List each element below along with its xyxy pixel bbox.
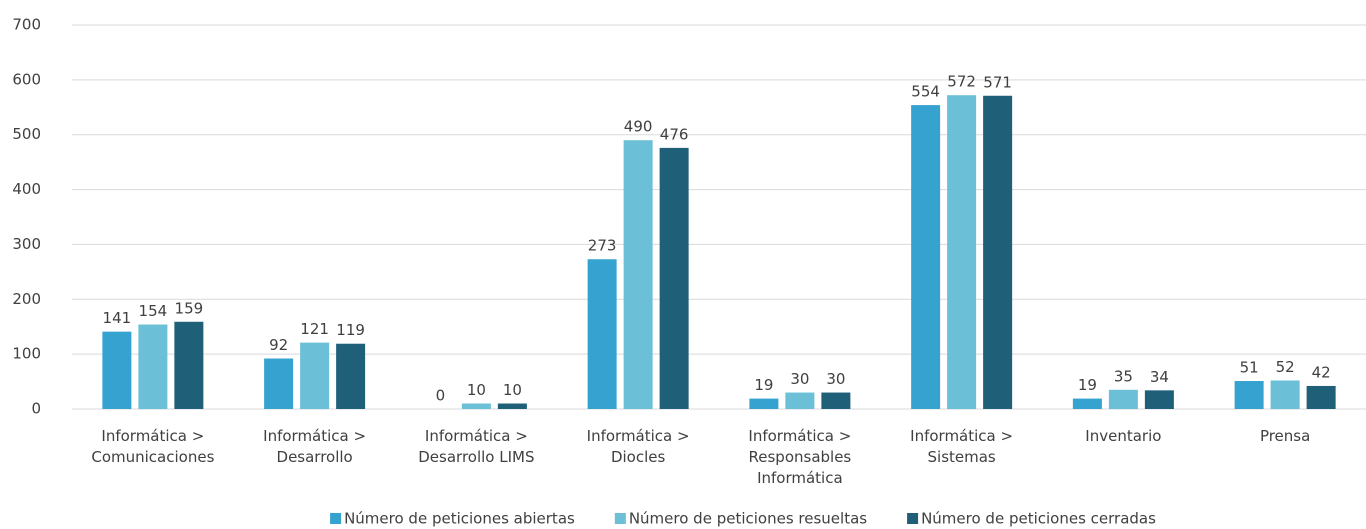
bar (911, 105, 941, 409)
x-tick-label: Informática > Diocles (587, 427, 690, 466)
bar (623, 140, 653, 409)
data-label: 571 (983, 73, 1012, 91)
y-tick-label: 500 (12, 125, 41, 143)
bar (1144, 390, 1174, 409)
x-tick-label: Informática > Desarrollo (263, 427, 366, 466)
x-tick-label: Prensa (1260, 427, 1310, 445)
legend-label: Número de peticiones cerradas (921, 510, 1156, 528)
data-label: 554 (911, 83, 940, 101)
bar (102, 331, 132, 409)
x-tick-label: Informática > Sistemas (910, 427, 1013, 466)
data-label: 0 (436, 387, 446, 405)
bar (300, 342, 330, 409)
data-label: 30 (790, 370, 809, 388)
y-tick-label: 600 (12, 70, 41, 88)
bar (587, 259, 617, 409)
bar (1306, 385, 1336, 409)
bar (174, 321, 204, 409)
bar (461, 403, 491, 409)
bar (1072, 398, 1102, 409)
legend-label: Número de peticiones resueltas (629, 510, 867, 528)
data-label: 51 (1240, 359, 1259, 377)
data-label: 141 (103, 309, 132, 327)
data-label: 121 (300, 320, 329, 338)
y-tick-label: 700 (12, 16, 41, 34)
y-tick-label: 0 (31, 400, 41, 418)
data-label: 10 (467, 381, 486, 399)
data-label: 154 (139, 302, 168, 320)
data-label: 159 (175, 299, 204, 317)
data-label: 572 (947, 73, 976, 91)
data-label: 42 (1312, 363, 1331, 381)
data-label: 490 (624, 118, 653, 136)
y-tick-label: 100 (12, 345, 41, 363)
data-label: 92 (269, 336, 288, 354)
data-label: 19 (754, 376, 773, 394)
data-label: 273 (588, 237, 617, 255)
legend-label: Número de peticiones abiertas (344, 510, 575, 528)
bar (821, 392, 851, 409)
data-label: 52 (1276, 358, 1295, 376)
bar (947, 95, 977, 410)
y-tick-label: 200 (12, 290, 41, 308)
legend-swatch (330, 513, 342, 524)
bar (1234, 381, 1264, 409)
bar (497, 403, 527, 409)
x-tick-label: Inventario (1085, 427, 1161, 445)
bar (749, 398, 779, 409)
data-label: 19 (1078, 376, 1097, 394)
bar (659, 147, 689, 409)
y-tick-label: 400 (12, 180, 41, 198)
data-label: 476 (660, 125, 689, 143)
bar (983, 95, 1013, 409)
bar (264, 358, 294, 409)
bar (138, 324, 168, 409)
bar (785, 392, 815, 409)
x-tick-label: Informática > Desarrollo LIMS (418, 427, 534, 466)
legend-swatch (907, 513, 919, 524)
data-label: 35 (1114, 367, 1133, 385)
legend-swatch (614, 513, 626, 524)
bar (336, 343, 366, 409)
x-tick-label: Informática > Comunicaciones (91, 427, 214, 466)
data-label: 34 (1150, 368, 1169, 386)
data-label: 10 (503, 381, 522, 399)
data-label: 30 (826, 370, 845, 388)
y-tick-label: 300 (12, 235, 41, 253)
data-label: 119 (336, 321, 365, 339)
x-tick-label: Informática > Responsables Informática (748, 427, 851, 487)
bar (1270, 380, 1300, 409)
bar (1108, 389, 1138, 409)
